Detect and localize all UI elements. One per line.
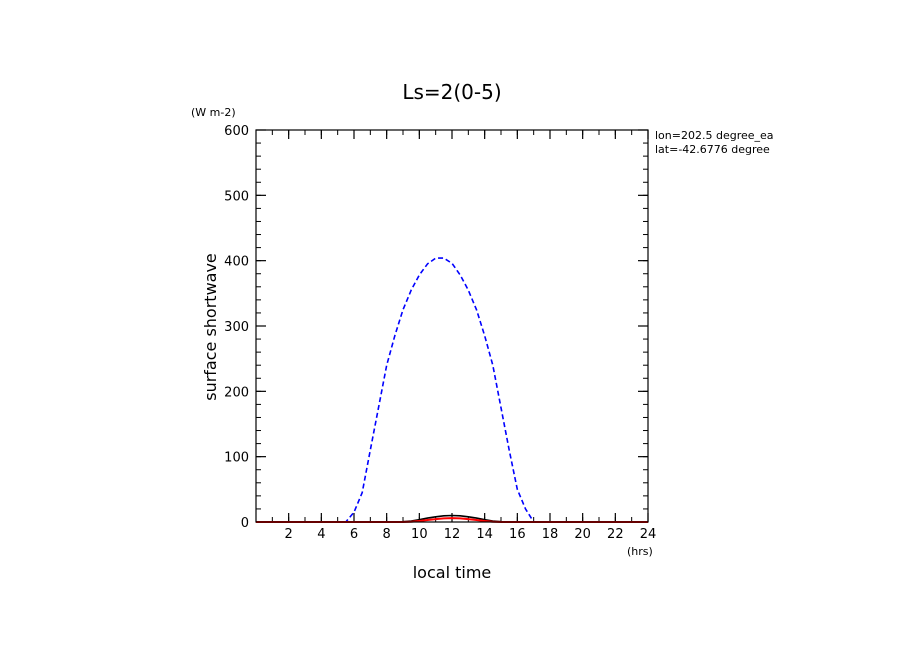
x-tick-label: 22 bbox=[607, 527, 624, 542]
x-unit-label: (hrs) bbox=[627, 545, 653, 558]
series-layer bbox=[256, 257, 648, 523]
x-tick-label: 8 bbox=[383, 527, 391, 542]
y-unit-label: (W m-2) bbox=[191, 106, 236, 119]
x-tick-label: 14 bbox=[476, 527, 493, 542]
y-tick-label: 500 bbox=[224, 189, 249, 204]
x-axis-label: local time bbox=[413, 563, 492, 582]
y-tick-label: 400 bbox=[224, 255, 249, 270]
x-tick-label: 2 bbox=[285, 527, 293, 542]
annotation-lon: lon=202.5 degree_ea bbox=[655, 129, 774, 142]
x-tick-label: 18 bbox=[542, 527, 559, 542]
series-clear-sky-flux-line bbox=[256, 257, 648, 523]
x-tick-label: 6 bbox=[350, 527, 358, 542]
x-tick-label: 12 bbox=[444, 527, 461, 542]
x-tick-label: 4 bbox=[317, 527, 325, 542]
x-tick-label: 10 bbox=[411, 527, 428, 542]
x-tick-label: 24 bbox=[640, 527, 657, 542]
x-tick-label: 16 bbox=[509, 527, 526, 542]
y-tick-label: 300 bbox=[224, 320, 249, 335]
annotation-lat: lat=-42.6776 degree bbox=[655, 143, 770, 156]
y-tick-label: 600 bbox=[224, 124, 249, 139]
x-tick-label: 20 bbox=[574, 527, 591, 542]
plot-frame bbox=[255, 129, 649, 523]
chart-title: Ls=2(0-5) bbox=[402, 80, 501, 104]
y-axis-label: surface shortwave bbox=[201, 253, 220, 401]
y-tick-label: 0 bbox=[241, 516, 249, 531]
y-tick-label: 200 bbox=[224, 385, 249, 400]
y-tick-label: 100 bbox=[224, 451, 249, 466]
